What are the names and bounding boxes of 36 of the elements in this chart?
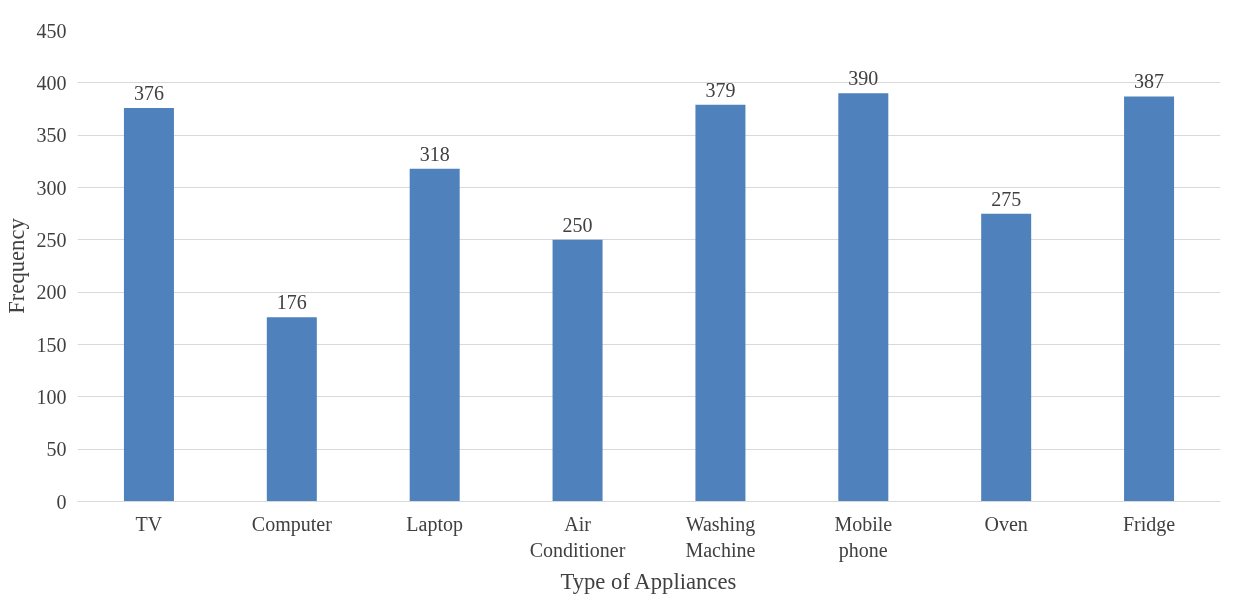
x-axis-title: Type of Appliances — [560, 568, 737, 594]
bar — [552, 239, 603, 502]
bar — [123, 107, 174, 502]
y-tick-label: 350 — [36, 124, 67, 147]
bar — [981, 213, 1032, 502]
data-label: 387 — [1134, 70, 1165, 93]
bar — [409, 168, 460, 502]
x-tick-label: Mobile phone — [834, 512, 893, 562]
data-label: 250 — [562, 213, 593, 236]
y-tick-label: 50 — [46, 438, 67, 461]
x-tick-label: TV — [135, 512, 163, 535]
y-tick-label: 250 — [36, 228, 67, 251]
bar — [695, 104, 746, 502]
data-label: 376 — [133, 81, 164, 104]
y-tick-label: 200 — [36, 281, 67, 304]
y-tick-label: 150 — [36, 333, 67, 356]
data-label: 176 — [276, 291, 307, 314]
x-tick-label: Computer — [251, 512, 333, 536]
x-tick-label: Air Conditioner — [529, 512, 626, 561]
x-tick-label: Oven — [984, 512, 1028, 535]
bar — [266, 317, 317, 502]
y-tick-label: 0 — [56, 490, 67, 513]
data-label: 390 — [848, 67, 879, 90]
bar — [838, 93, 889, 502]
data-label: 379 — [705, 78, 736, 101]
y-tick-label: 450 — [36, 19, 67, 42]
data-label: 318 — [419, 142, 450, 165]
x-tick-label: Washing Machine — [685, 512, 756, 561]
y-tick-label: 300 — [36, 176, 67, 199]
y-axis-title: Frequency — [3, 217, 29, 314]
y-tick-label: 100 — [36, 385, 67, 408]
x-tick-label: Laptop — [406, 512, 464, 536]
y-tick-label: 400 — [36, 71, 67, 94]
bar — [1124, 96, 1175, 502]
data-label: 275 — [991, 187, 1022, 210]
x-tick-label: Fridge — [1122, 512, 1176, 536]
